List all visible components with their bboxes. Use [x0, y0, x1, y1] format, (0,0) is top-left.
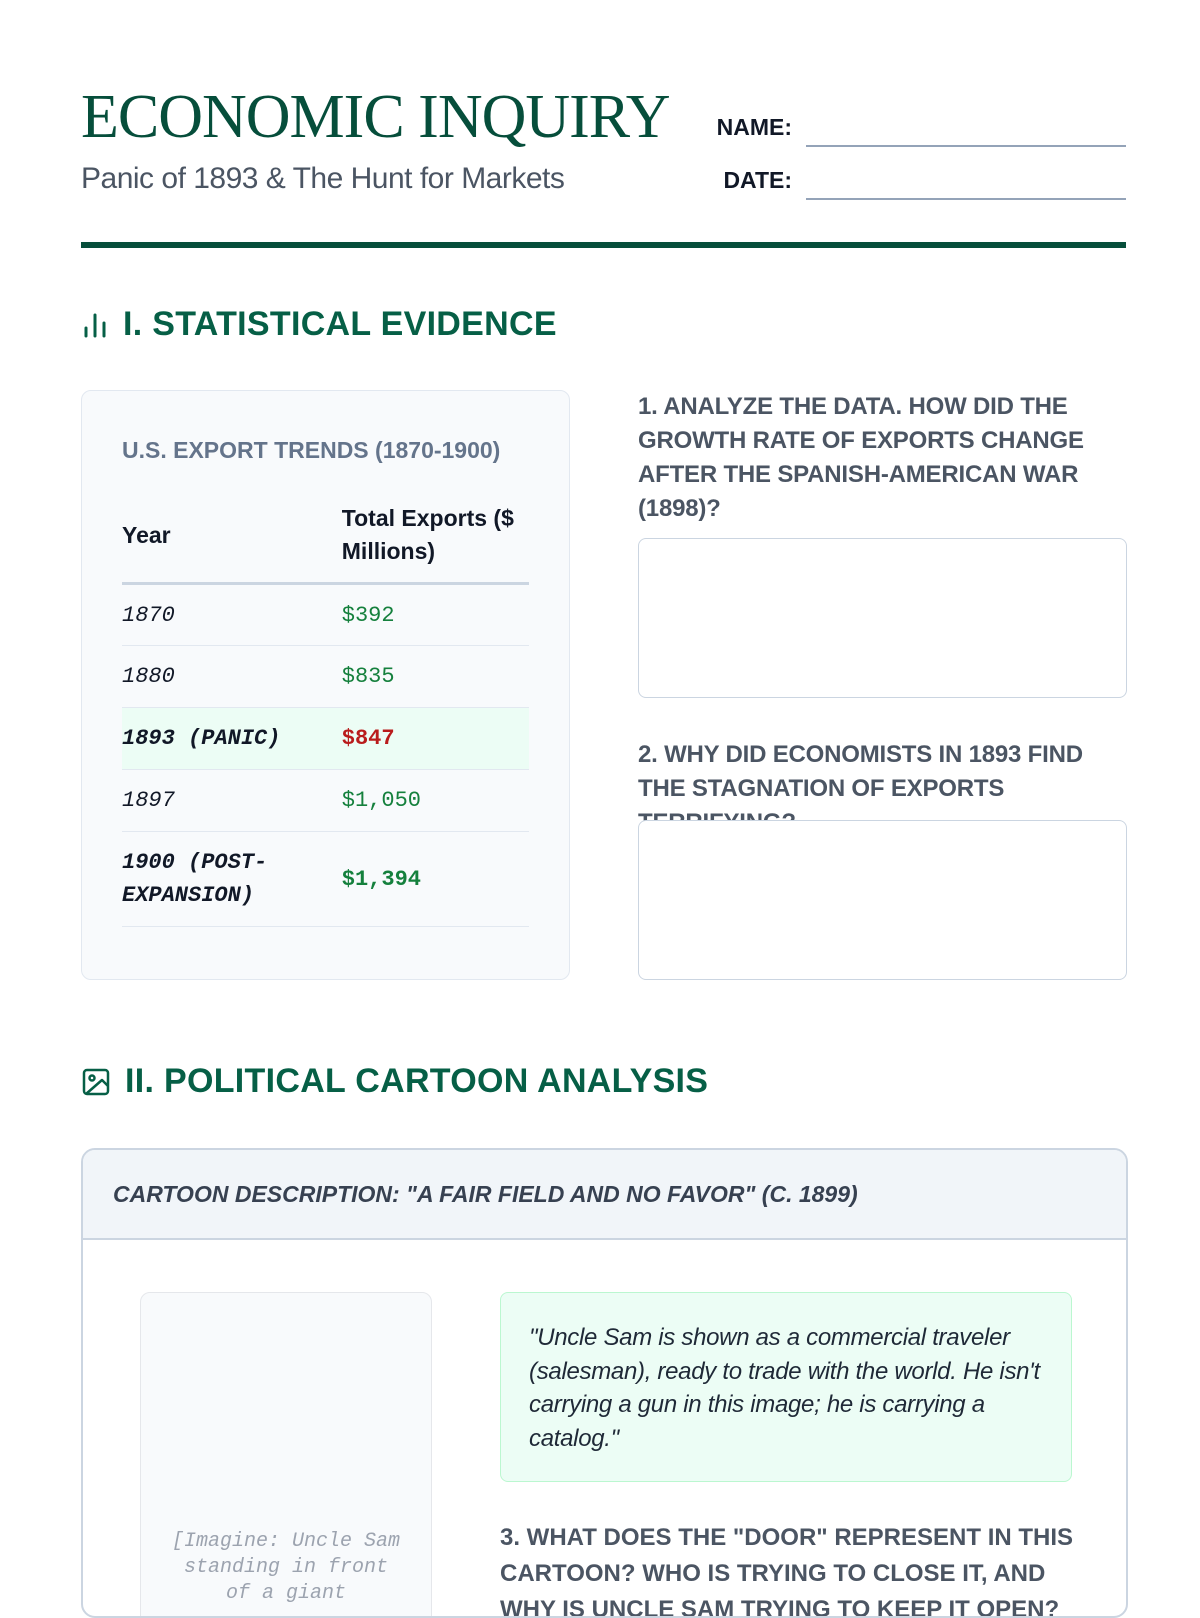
cartoon-quote: "Uncle Sam is shown as a commercial trav…: [500, 1292, 1072, 1482]
table-title: U.S. EXPORT TRENDS (1870-1900): [122, 437, 501, 463]
value-cell: $392: [341, 583, 529, 646]
year-cell: 1893 (PANIC): [122, 707, 342, 770]
value-cell: $1,050: [341, 769, 529, 832]
year-cell: 1870: [122, 583, 342, 646]
page-subtitle: Panic of 1893 & The Hunt for Markets: [81, 162, 565, 195]
value-cell: $1,394: [341, 831, 529, 927]
question-1: 1. ANALYZE THE DATA. HOW DID THE GROWTH …: [638, 393, 1084, 522]
year-cell: 1880: [122, 645, 342, 708]
section-heading-text: I. STATISTICAL EVIDENCE: [123, 305, 557, 343]
value-cell: $835: [341, 645, 529, 708]
date-label: DATE:: [723, 167, 792, 193]
table-row: 1900 (POST-EXPANSION) $1,394: [122, 831, 529, 927]
page-title: ECONOMIC INQUIRY: [81, 83, 670, 151]
header-divider: [81, 242, 1126, 248]
name-label: NAME:: [716, 114, 792, 140]
cartoon-image-placeholder: [Imagine: Uncle Sam standing in front of…: [140, 1292, 432, 1616]
answer-box-2[interactable]: [638, 820, 1127, 980]
table-row: 1880 $835: [122, 645, 529, 708]
cartoon-description-title: CARTOON DESCRIPTION: "A FAIR FIELD AND N…: [83, 1150, 1126, 1240]
export-table: Year Total Exports ($ Millions) 1870 $392…: [122, 494, 529, 927]
question-3: 3. WHAT DOES THE "DOOR" REPRESENT IN THI…: [500, 1524, 1074, 1618]
export-table-card: U.S. EXPORT TRENDS (1870-1900) Year Tota…: [81, 390, 570, 980]
cartoon-analysis-box: CARTOON DESCRIPTION: "A FAIR FIELD AND N…: [81, 1148, 1128, 1618]
section-heading-statistics: I. STATISTICAL EVIDENCE: [81, 305, 557, 344]
section-heading-text: II. POLITICAL CARTOON ANALYSIS: [125, 1062, 709, 1100]
year-cell: 1897: [122, 769, 342, 832]
bar-chart-icon: [84, 313, 106, 337]
table-row-highlighted: 1893 (PANIC) $847: [122, 707, 529, 770]
year-cell: 1900 (POST-EXPANSION): [122, 831, 342, 927]
column-header-year: Year: [122, 494, 342, 585]
table-row: 1870 $392: [122, 583, 529, 646]
question-2: 2. WHY DID ECONOMISTS IN 1893 FIND THE S…: [638, 741, 1083, 836]
column-header-exports: Total Exports ($ Millions): [341, 494, 529, 585]
table-row: 1897 $1,050: [122, 769, 529, 832]
name-field[interactable]: [806, 145, 1126, 147]
section-heading-cartoon: II. POLITICAL CARTOON ANALYSIS: [81, 1062, 708, 1101]
answer-box-1[interactable]: [638, 538, 1127, 698]
date-field[interactable]: [806, 198, 1126, 200]
value-cell: $847: [341, 707, 529, 770]
image-icon: [82, 1068, 110, 1095]
